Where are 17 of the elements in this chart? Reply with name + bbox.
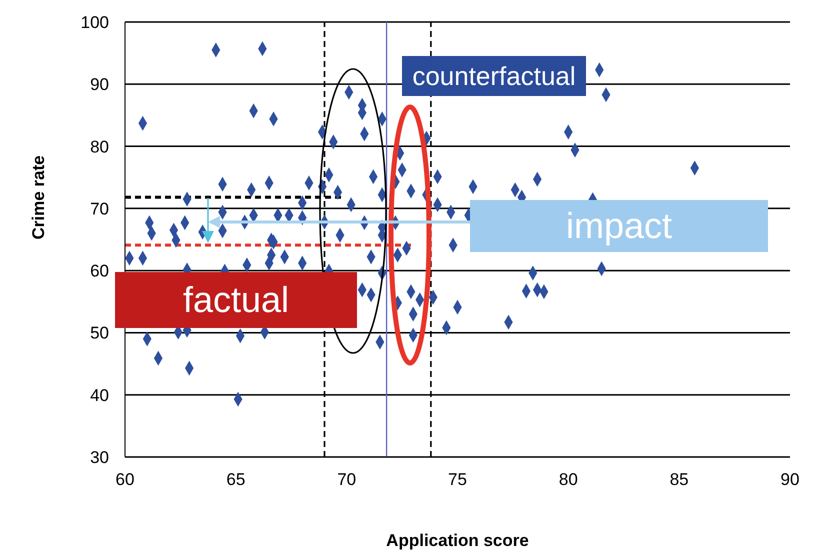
x-tick-label: 80 — [558, 470, 578, 490]
x-tick-label: 60 — [116, 470, 134, 490]
x-axis-title: Application score — [386, 531, 529, 550]
x-tick-label: 70 — [337, 470, 356, 490]
x-tick-label: 65 — [226, 470, 246, 490]
y-axis-title: Crime rate — [29, 155, 48, 240]
y-tick-label: 90 — [90, 75, 109, 94]
y-tick-label: 30 — [90, 448, 109, 468]
y-tick-label: 80 — [90, 137, 109, 156]
y-tick-label: 60 — [90, 262, 109, 281]
x-tick-label: 85 — [670, 470, 689, 490]
y-tick-label: 50 — [90, 324, 109, 343]
y-tick-label: 40 — [90, 386, 109, 405]
x-tick-label: 75 — [448, 470, 467, 490]
x-tick-label: 90 — [780, 470, 800, 490]
y-tick-label: 70 — [90, 199, 109, 218]
y-tick-label: 100 — [80, 13, 109, 32]
